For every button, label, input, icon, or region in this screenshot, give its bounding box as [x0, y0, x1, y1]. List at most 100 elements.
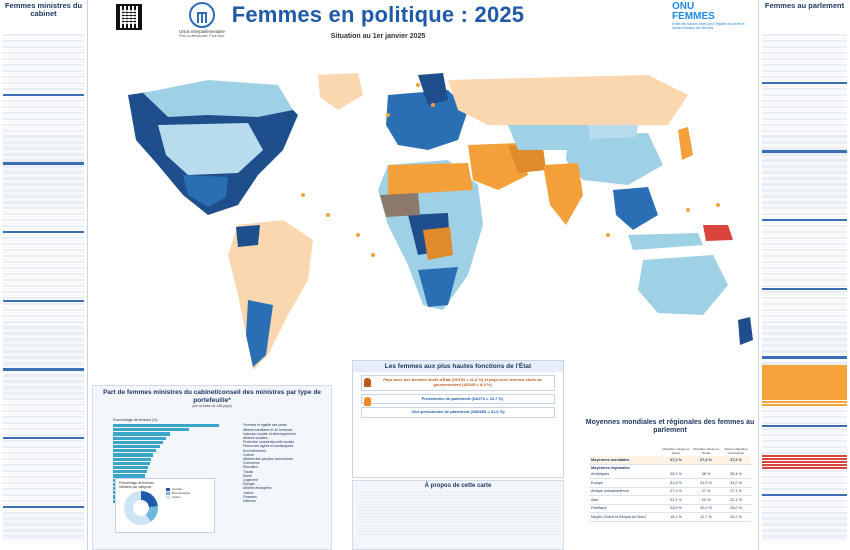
table-row — [3, 242, 84, 246]
page-title: Femmes en politique : 2025 — [231, 2, 525, 27]
portfolio-bar-label: Personnes âgées et handicapées — [243, 444, 294, 449]
qr-code-icon[interactable] — [116, 4, 142, 30]
table-row — [762, 99, 847, 103]
table-row — [762, 34, 847, 37]
table-row — [3, 460, 84, 464]
table-row — [762, 332, 847, 335]
table-row — [3, 439, 84, 443]
map-callout-markers — [301, 83, 720, 257]
map-china — [566, 133, 663, 185]
table-row — [762, 538, 847, 541]
table-row — [3, 314, 84, 317]
table-row — [3, 329, 84, 332]
table-row — [762, 102, 847, 106]
table-row — [762, 156, 847, 159]
portfolio-bar-label: Culture — [243, 452, 254, 457]
table-row — [3, 398, 84, 401]
portfolio-bar-label: Environnement — [243, 448, 266, 453]
table-row — [3, 102, 84, 106]
table-row — [3, 248, 84, 252]
region-name: Europe — [591, 480, 604, 485]
table-row — [3, 454, 84, 458]
table-row — [3, 457, 84, 461]
table-row — [762, 239, 847, 243]
parliament-panel-title: Femmes au parlement — [764, 1, 845, 10]
table-row — [762, 520, 847, 523]
region-name: Moyen-Orient et Afrique du Nord — [591, 514, 646, 519]
table-row — [3, 69, 84, 73]
regional-averages-rows: Amériques 35,3 % 38 % 35,4 % Europe 31,6 % 31,… — [589, 471, 751, 522]
region-value: 22,1 % — [670, 497, 682, 502]
world-map — [88, 55, 758, 385]
table-row — [3, 105, 84, 109]
table-row — [3, 254, 84, 258]
table-row — [3, 269, 84, 273]
world-map-svg — [128, 73, 753, 370]
table-row — [762, 177, 847, 180]
table-row — [3, 475, 84, 479]
region-value: 16,1 % — [670, 514, 682, 519]
table-row — [762, 311, 847, 314]
portfolio-bar — [113, 466, 149, 470]
table-row — [762, 335, 847, 338]
table-row — [3, 383, 84, 386]
table-row — [762, 523, 847, 526]
table-row — [3, 141, 84, 144]
table-row — [762, 222, 847, 225]
table-row — [3, 305, 84, 308]
table-row — [3, 93, 84, 97]
table-row — [762, 162, 847, 165]
table-row — [762, 404, 847, 407]
table-row — [3, 87, 84, 91]
portfolio-bar-label: Santé — [243, 473, 252, 478]
cabinet-portfolio-chart: Part de femmes ministres du cabinet/cons… — [92, 385, 332, 550]
unwomen-mark-2: FEMMES — [672, 11, 715, 22]
table-row — [762, 168, 847, 171]
table-row — [3, 478, 84, 482]
table-row — [3, 418, 84, 422]
table-row — [762, 433, 847, 437]
regional-average-row: Europe 31,6 % 31,9 % 31,0 % — [589, 479, 751, 488]
regional-average-row: Pacifique 23,0 % 40,0 % 25,0 % — [589, 505, 751, 513]
table-row — [762, 60, 847, 64]
table-row — [762, 192, 847, 195]
poster-header: Union interparlementaire Pour la démocra… — [88, 0, 758, 60]
col-single-lower: Chambre unique ou basse — [662, 447, 690, 455]
legend-label: Économiques — [172, 491, 191, 496]
table-row — [3, 225, 84, 228]
table-row — [762, 338, 847, 341]
region-name: Asie — [591, 497, 599, 502]
table-row — [762, 418, 847, 422]
table-row — [762, 484, 847, 488]
map-japan — [678, 127, 693, 160]
portfolio-category-inset: Pourcentage de femmes ministres par caté… — [115, 478, 215, 533]
portfolio-bar-label: Commerce — [243, 461, 260, 466]
table-row — [762, 469, 847, 473]
table-row — [762, 499, 847, 502]
table-row — [762, 421, 847, 425]
table-row — [762, 407, 847, 410]
table-row — [3, 162, 84, 165]
table-row — [762, 514, 847, 517]
table-row — [3, 293, 84, 297]
table-row — [3, 311, 84, 314]
table-row — [762, 329, 847, 332]
table-row — [762, 424, 847, 428]
table-row — [762, 219, 847, 222]
table-row — [3, 108, 84, 111]
table-row — [762, 111, 847, 114]
table-row — [3, 281, 84, 285]
world-average-row: Moyennes mondiales 27,2 % 27,4 % 27,2 % — [589, 456, 751, 465]
table-row — [762, 272, 847, 276]
table-row — [3, 508, 84, 511]
table-row — [762, 266, 847, 270]
table-row — [762, 314, 847, 317]
table-row — [3, 233, 84, 237]
table-row — [3, 135, 84, 138]
table-row — [3, 192, 84, 195]
averages-panel: Moyennes mondiales et régionales des fem… — [585, 415, 755, 550]
table-row — [762, 147, 847, 150]
table-row — [762, 186, 847, 189]
region-name: Amériques — [591, 472, 610, 477]
table-row — [3, 260, 84, 264]
